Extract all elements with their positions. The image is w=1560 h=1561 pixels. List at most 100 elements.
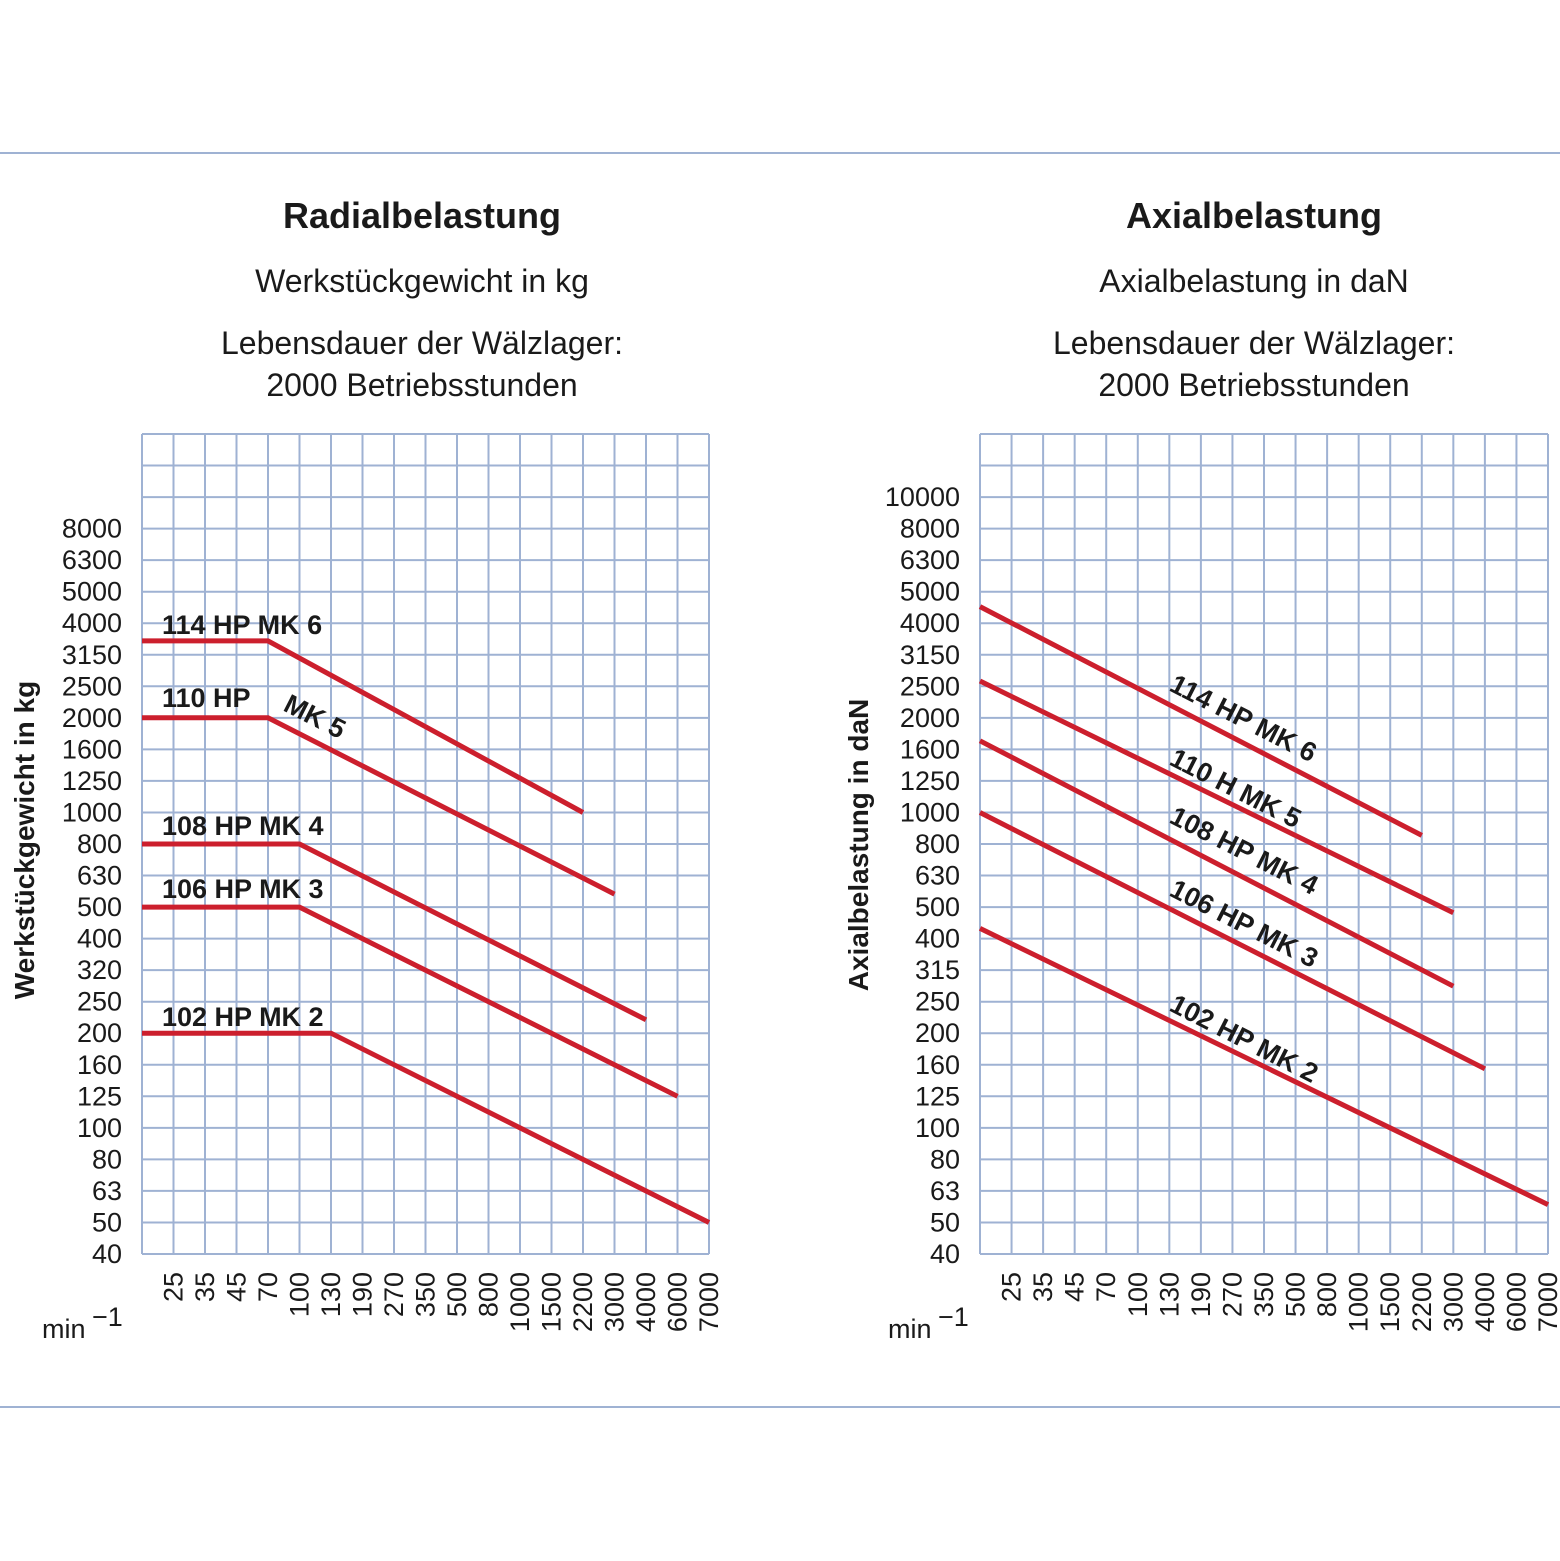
radial-series-line	[142, 1030, 711, 1225]
axial-series-line	[978, 738, 1455, 989]
axial-y-tick-label: 200	[915, 1018, 960, 1048]
radial-y-axis-title: Werkstückgewicht in kg	[9, 681, 40, 999]
radial-y-tick-label: 400	[77, 924, 122, 954]
radial-y-tick-label: 125	[77, 1081, 122, 1111]
axial-x-tick-label: 800	[1312, 1272, 1342, 1317]
radial-series-label: 114 HP MK 6	[162, 610, 322, 640]
axial-y-tick-label: 40	[930, 1239, 960, 1269]
axial-x-tick-label: 130	[1154, 1272, 1184, 1317]
axial-x-tick-label: 3000	[1438, 1272, 1468, 1332]
radial-y-tick-label: 200	[77, 1018, 122, 1048]
axial-y-tick-label: 315	[915, 955, 960, 985]
bottom-divider	[0, 1406, 1560, 1408]
axial-y-tick-label: 50	[930, 1207, 960, 1237]
axial-x-tick-label: 7000	[1533, 1272, 1560, 1332]
radial-x-unit-exponent: −1	[92, 1302, 123, 1332]
radial-y-tick-label: 100	[77, 1113, 122, 1143]
radial-y-tick-label: 1000	[62, 797, 122, 827]
radial-x-tick-label: 270	[379, 1272, 409, 1317]
axial-x-tick-label: 350	[1249, 1272, 1279, 1317]
axial-series-line	[978, 926, 1550, 1207]
radial-y-tick-label: 6300	[62, 545, 122, 575]
axial-x-tick-label: 70	[1091, 1272, 1121, 1302]
radial-x-tick-label: 500	[442, 1272, 472, 1317]
radial-y-tick-label: 50	[92, 1207, 122, 1237]
axial-x-unit-exponent: −1	[938, 1302, 969, 1332]
axial-y-tick-label: 6300	[900, 545, 960, 575]
radial-y-tick-label: 250	[77, 987, 122, 1017]
radial-x-tick-label: 1500	[537, 1272, 567, 1332]
radial-chart-note-line2: 2000 Betriebsstunden	[266, 367, 578, 403]
axial-y-tick-label: 125	[915, 1081, 960, 1111]
radial-chart-title: Radialbelastung	[282, 195, 562, 236]
radial-x-tick-label: 2200	[568, 1272, 598, 1332]
radial-y-tick-label: 2500	[62, 671, 122, 701]
axial-chart-note-line2: 2000 Betriebsstunden	[1098, 367, 1410, 403]
axial-series-label: 102 HP MK 2	[1165, 989, 1323, 1089]
radial-x-tick-label: 350	[411, 1272, 441, 1317]
radial-chart-note-line1: Lebensdauer der Wälzlager:	[220, 325, 623, 361]
radial-x-tick-label: 190	[348, 1272, 378, 1317]
radial-x-unit-label: min	[42, 1314, 86, 1344]
radial-x-tick-label: 70	[253, 1272, 283, 1302]
axial-x-tick-label: 270	[1217, 1272, 1247, 1317]
axial-y-tick-label: 3150	[900, 640, 960, 670]
axial-chart-title: Axialbelastung	[1125, 195, 1383, 236]
radial-series-label: 102 HP MK 2	[162, 1002, 324, 1032]
radial-x-tick-label: 100	[285, 1272, 315, 1317]
axial-y-tick-label: 1250	[900, 766, 960, 796]
radial-y-tick-label: 1600	[62, 734, 122, 764]
axial-y-tick-label: 250	[915, 987, 960, 1017]
axial-y-tick-label: 1000	[900, 797, 960, 827]
radial-series-line	[142, 715, 616, 897]
radial-y-tick-label: 2000	[62, 703, 122, 733]
radial-y-tick-label: 4000	[62, 608, 122, 638]
axial-x-tick-label: 25	[997, 1272, 1027, 1302]
axial-y-tick-label: 8000	[900, 514, 960, 544]
radial-x-tick-label: 1000	[505, 1272, 535, 1332]
axial-y-tick-label: 1600	[900, 734, 960, 764]
radial-y-tick-label: 63	[92, 1176, 122, 1206]
radial-y-tick-label: 80	[92, 1144, 122, 1174]
axial-x-tick-label: 190	[1186, 1272, 1216, 1317]
radial-y-tick-label: 320	[77, 955, 122, 985]
axial-chart-subtitle: Axialbelastung in daN	[1099, 263, 1409, 299]
radial-x-tick-label: 3000	[600, 1272, 630, 1332]
radial-y-tick-label: 5000	[62, 577, 122, 607]
axial-x-tick-label: 45	[1060, 1272, 1090, 1302]
axial-y-tick-label: 2000	[900, 703, 960, 733]
axial-y-tick-label: 5000	[900, 577, 960, 607]
radial-x-tick-label: 35	[190, 1272, 220, 1302]
axial-x-tick-label: 4000	[1470, 1272, 1500, 1332]
axial-x-tick-label: 1000	[1344, 1272, 1374, 1332]
radial-x-tick-label: 45	[222, 1272, 252, 1302]
radial-y-tick-label: 500	[77, 892, 122, 922]
radial-series-line	[142, 904, 679, 1099]
radial-x-tick-label: 130	[316, 1272, 346, 1317]
axial-x-tick-label: 2200	[1407, 1272, 1437, 1332]
radial-series-line	[142, 638, 585, 815]
axial-x-tick-label: 100	[1123, 1272, 1153, 1317]
axial-y-tick-label: 630	[915, 861, 960, 891]
radial-y-tick-label: 800	[77, 829, 122, 859]
radial-y-tick-label: 8000	[62, 514, 122, 544]
axial-y-tick-label: 4000	[900, 608, 960, 638]
axial-x-unit-label: min	[888, 1314, 932, 1344]
axial-y-axis-title: Axialbelastung in daN	[843, 699, 874, 992]
axial-x-tick-label: 1500	[1375, 1272, 1405, 1332]
axial-y-tick-label: 100	[915, 1113, 960, 1143]
axial-y-tick-label: 80	[930, 1144, 960, 1174]
axial-y-tick-label: 160	[915, 1050, 960, 1080]
radial-series-label: 106 HP MK 3	[162, 874, 324, 904]
radial-x-tick-label: 25	[159, 1272, 189, 1302]
radial-series-label: 108 HP MK 4	[162, 811, 324, 841]
axial-y-tick-label: 400	[915, 924, 960, 954]
radial-x-tick-label: 4000	[631, 1272, 661, 1332]
radial-series-line	[142, 841, 648, 1023]
axial-series-line	[978, 678, 1455, 916]
axial-y-tick-label: 500	[915, 892, 960, 922]
radial-series-label-extra: MK 5	[279, 689, 350, 745]
top-divider	[0, 152, 1560, 154]
radial-x-tick-label: 800	[474, 1272, 504, 1317]
